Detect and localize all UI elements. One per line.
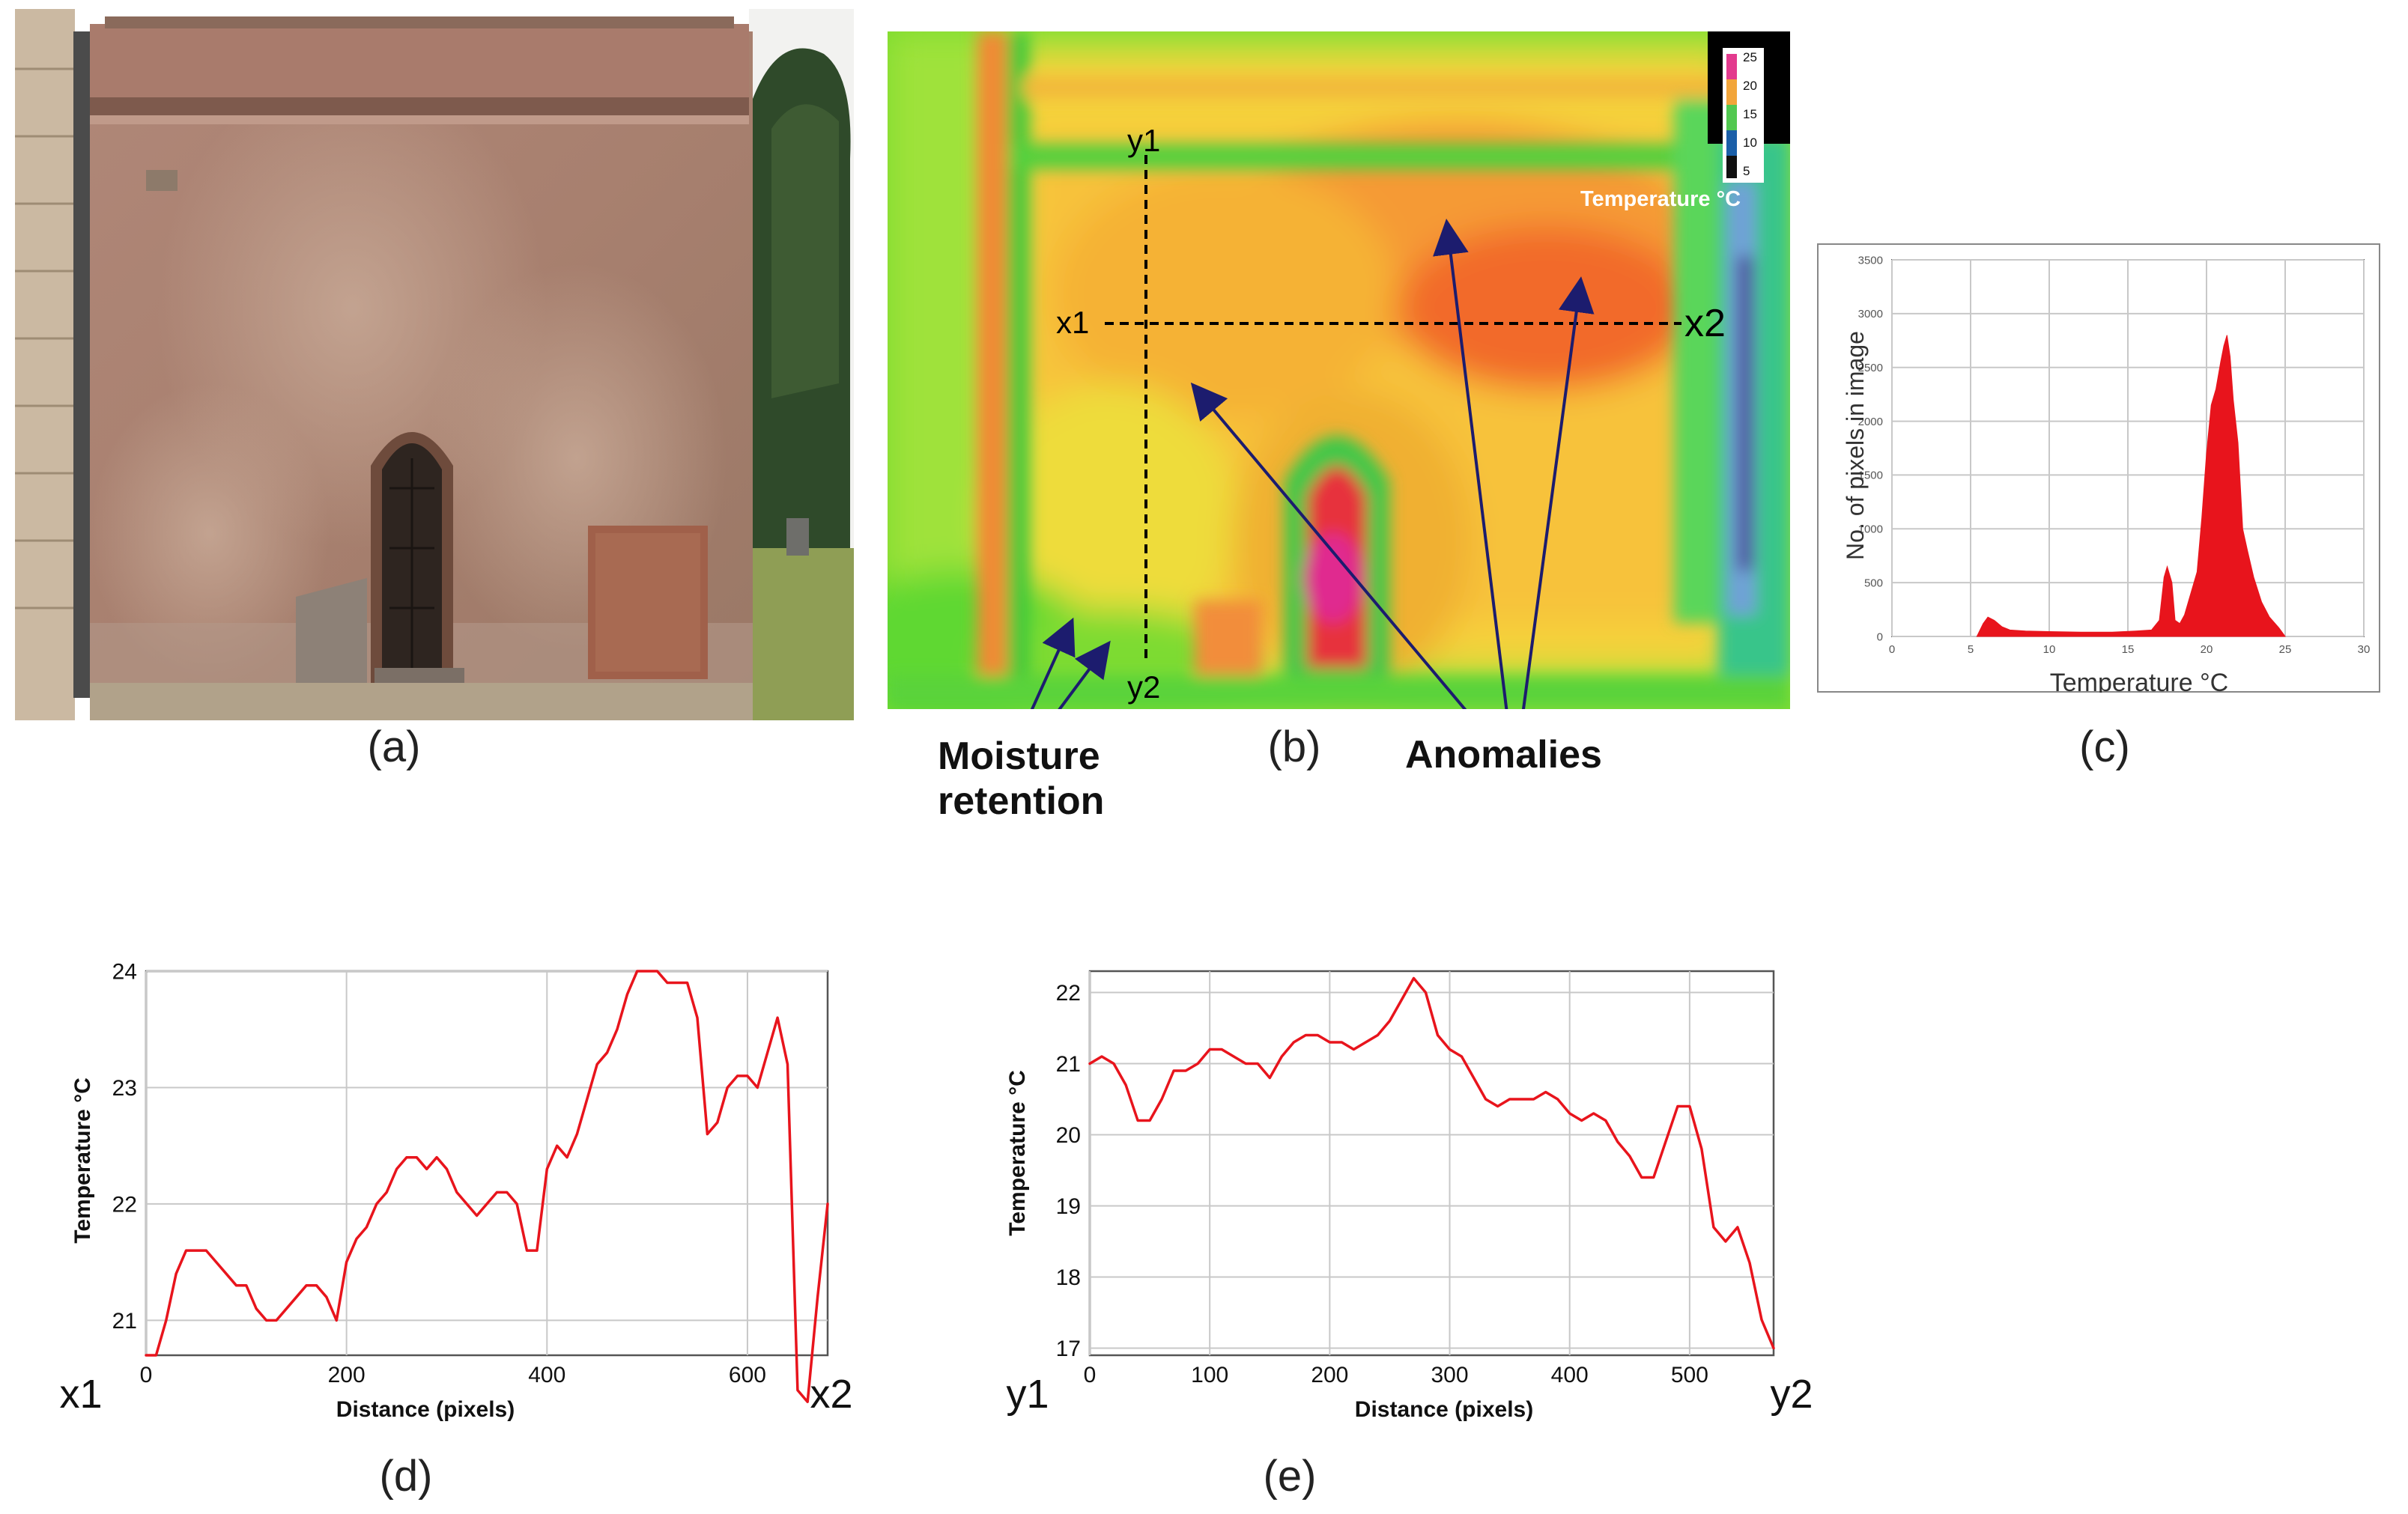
y-tick-label: 2500 — [1858, 362, 1883, 374]
histogram-panel: 0 5 10 15 20 25 30 0 500 1000 1500 2000 2500 3000 3500… — [1817, 243, 2380, 697]
moisture-annotation: Moisture retention — [938, 734, 1104, 824]
profile-y-chart: 0 100 200 300 400 500 17 18 19 20 21 22 Distance (p… — [1005, 970, 1813, 1422]
y-tick-label: 21 — [1056, 1052, 1081, 1077]
anomalies-annotation: Anomalies — [1405, 733, 1602, 776]
x-tick-label: 15 — [2122, 643, 2135, 656]
y2-end-label: y2 — [1770, 1372, 1813, 1417]
y-tick-label: 22 — [1056, 981, 1081, 1006]
x1-end-label: x1 — [59, 1372, 102, 1417]
y-tick-label: 22 — [112, 1192, 137, 1217]
profile-y-grid — [1088, 970, 1775, 1357]
x2-label: x2 — [1684, 302, 1726, 345]
colorbar: 25 20 15 10 5 — [1723, 48, 1764, 183]
colorbar-tick-20: 20 — [1743, 79, 1757, 93]
x-tick-label: 25 — [2279, 643, 2292, 656]
x-tick-label: 0 — [140, 1363, 153, 1387]
y-tick-label: 24 — [112, 960, 137, 985]
colorbar-title: Temperature °C — [1580, 187, 1741, 211]
x-tick-label: 200 — [328, 1363, 366, 1387]
y-tick-label: 17 — [1056, 1337, 1081, 1361]
x-tick-label: 0 — [1889, 643, 1895, 656]
y-tick-label: 0 — [1877, 630, 1883, 643]
x-tick-label: 0 — [1084, 1363, 1097, 1387]
y-tick-label: 1000 — [1858, 523, 1883, 536]
temperature-line — [145, 970, 829, 1403]
profile-x-ylabel: Temperature °C — [70, 1077, 95, 1244]
y-tick-label: 1500 — [1858, 469, 1883, 482]
y-tick-label: 500 — [1864, 577, 1883, 589]
profile-x-xlabel: Distance (pixels) — [336, 1397, 515, 1422]
x-tick-label: 5 — [1968, 643, 1974, 656]
colorbar-tick-5: 5 — [1743, 164, 1750, 178]
moisture-line-1: Moisture — [938, 735, 1100, 778]
y-tick-label: 19 — [1056, 1194, 1081, 1219]
profile-x-chart: 0 200 400 600 21 22 23 24 Distance (pixels) Tem… — [59, 960, 852, 1423]
moisture-line-2: retention — [938, 779, 1105, 823]
label-d: (d) — [379, 1452, 433, 1501]
profile-y-ylabel: Temperature °C — [1005, 1070, 1030, 1236]
y-tick-label: 20 — [1056, 1123, 1081, 1148]
plot-frame — [1088, 970, 1775, 1357]
label-a: (a) — [367, 723, 421, 771]
y-tick-label: 18 — [1056, 1265, 1081, 1290]
x-tick-label: 30 — [2358, 643, 2371, 656]
y1-label: y1 — [1127, 123, 1160, 158]
histogram-ylabel: No. of pixels in image — [1842, 331, 1869, 560]
x-tick-label: 600 — [729, 1363, 766, 1387]
x2-end-label: x2 — [810, 1372, 852, 1417]
label-e: (e) — [1263, 1452, 1317, 1501]
y-tick-label: 2000 — [1858, 416, 1883, 428]
x-tick-label: 200 — [1311, 1363, 1348, 1387]
colorbar-tick-10: 10 — [1743, 136, 1757, 150]
colorbar-tick-25: 25 — [1743, 50, 1757, 64]
x-tick-label: 100 — [1191, 1363, 1228, 1387]
temperature-line — [1088, 976, 1775, 1350]
profile-y-xlabel: Distance (pixels) — [1355, 1397, 1533, 1422]
profile-x-panel: 0 200 400 600 21 22 23 24 Distance (pixels) Tem… — [45, 947, 884, 1434]
label-c: (c) — [2079, 723, 2130, 771]
y1-end-label: y1 — [1006, 1372, 1049, 1417]
photo-panel — [15, 9, 854, 720]
y2-label: y2 — [1127, 669, 1160, 705]
x-tick-label: 20 — [2201, 643, 2213, 656]
y-tick-label: 21 — [112, 1309, 137, 1334]
thermal-image: 25 20 15 10 5 Temperature °C y1 y2 x1 x2 — [828, 31, 1790, 741]
x-tick-label: 10 — [2043, 643, 2056, 656]
histogram-area — [1976, 335, 2286, 637]
x-tick-label: 400 — [1551, 1363, 1589, 1387]
thermal-panel: 25 20 15 10 5 Temperature °C y1 y2 x1 x2 — [828, 31, 1790, 741]
histogram-frame — [1817, 243, 2380, 693]
building-photo — [15, 9, 854, 720]
x-tick-label: 300 — [1431, 1363, 1468, 1387]
y-tick-label: 3500 — [1858, 254, 1883, 267]
plot-frame — [145, 970, 829, 1357]
colorbar-tick-15: 15 — [1743, 107, 1757, 121]
x-tick-label: 500 — [1671, 1363, 1708, 1387]
y-tick-label: 23 — [112, 1076, 137, 1101]
profile-x-grid — [145, 970, 829, 1357]
label-b: (b) — [1267, 723, 1321, 771]
x-tick-label: 400 — [528, 1363, 565, 1387]
profile-y-panel: 0 100 200 300 400 500 17 18 19 20 21 22 Distance (p… — [974, 947, 1813, 1434]
histogram-chart: 0 5 10 15 20 25 30 0 500 1000 1500 2000 2500 3000 3500… — [1817, 243, 2380, 697]
y-tick-label: 3000 — [1858, 308, 1883, 320]
x1-label: x1 — [1056, 305, 1089, 340]
histogram-xlabel: Temperature °C — [2050, 669, 2228, 693]
